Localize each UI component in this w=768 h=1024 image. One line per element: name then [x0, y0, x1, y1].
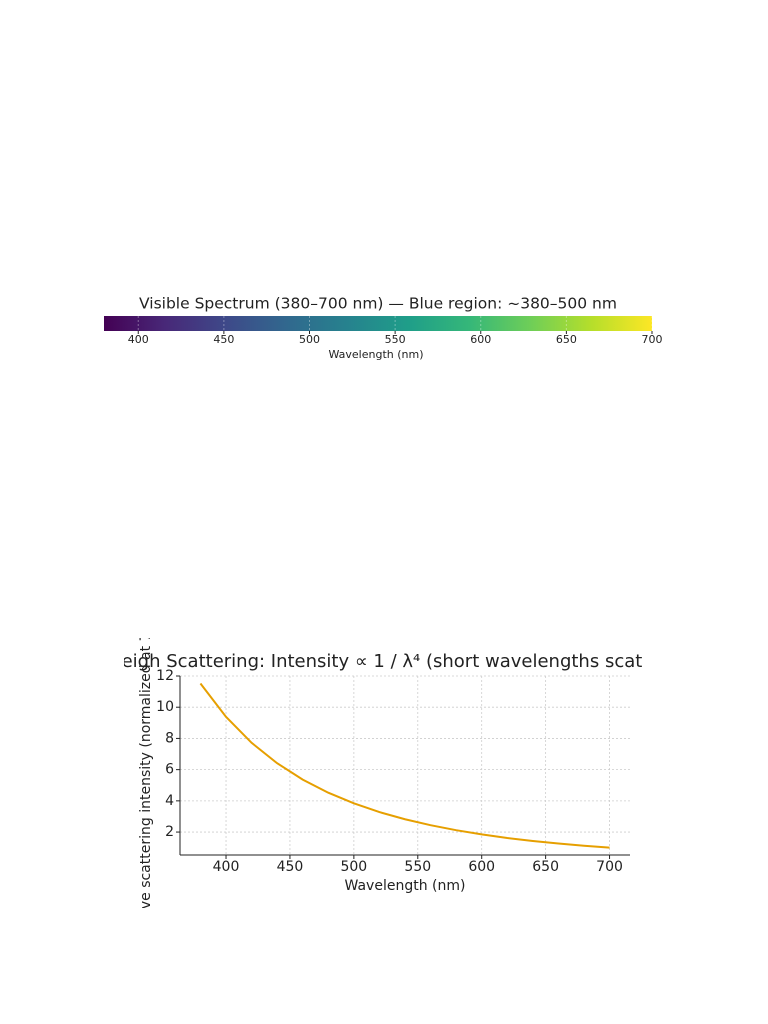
- x-tick-label: 550: [385, 333, 406, 346]
- x-axis-label: Wavelength (nm): [345, 878, 466, 894]
- x-tick-label: 400: [213, 859, 240, 875]
- y-tick-label: 10: [156, 699, 174, 715]
- chart-title: Visible Spectrum (380–700 nm) — Blue reg…: [139, 295, 617, 313]
- data-line: [199, 682, 610, 849]
- y-tick-label: 2: [165, 824, 174, 840]
- x-tick-label: 650: [532, 859, 559, 875]
- y-axis-label: Relative scattering intensity (normalize…: [138, 582, 154, 948]
- x-tick-label: 700: [596, 859, 623, 875]
- x-tick-label: 600: [470, 333, 491, 346]
- line-chart: Rayleigh Scattering: Intensity ∝ 1 / λ⁴ …: [83, 582, 727, 948]
- x-tick-label: 450: [277, 859, 304, 875]
- x-tick-label: 700: [642, 333, 663, 346]
- x-tick-label: 650: [556, 333, 577, 346]
- x-tick-label: 550: [404, 859, 431, 875]
- x-tick-label: 600: [468, 859, 495, 875]
- x-tick-label: 500: [299, 333, 320, 346]
- x-tick-label: 450: [213, 333, 234, 346]
- x-tick-label: 500: [340, 859, 367, 875]
- y-axis-label-group: Relative scattering intensity (normalize…: [138, 582, 154, 948]
- y-tick-label: 12: [156, 668, 174, 684]
- x-axis-label: Wavelength (nm): [328, 348, 423, 361]
- chart-title: Rayleigh Scattering: Intensity ∝ 1 / λ⁴ …: [83, 651, 727, 672]
- y-tick-label: 8: [165, 730, 174, 746]
- x-tick-label: 400: [128, 333, 149, 346]
- colorbar: [104, 316, 652, 331]
- colorbar-chart: Visible Spectrum (380–700 nm) — Blue reg…: [104, 295, 663, 361]
- y-tick-label: 6: [165, 762, 174, 778]
- y-tick-label: 4: [165, 793, 174, 809]
